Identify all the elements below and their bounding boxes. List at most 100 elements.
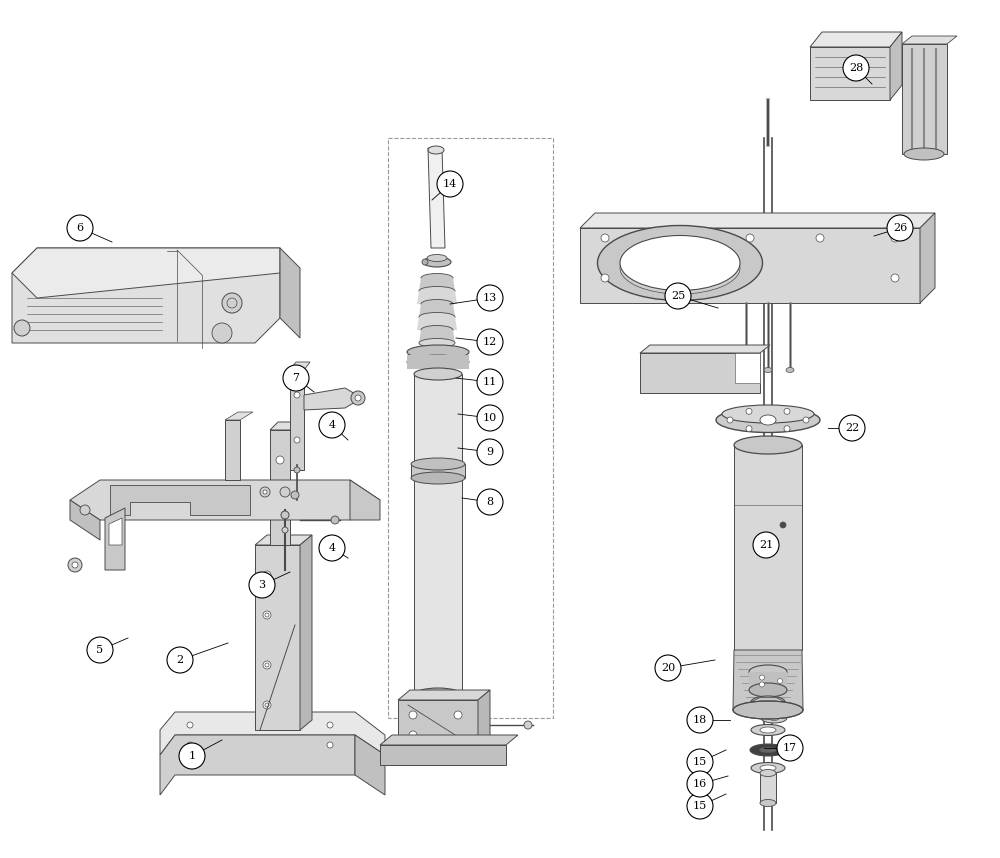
Circle shape xyxy=(665,283,691,309)
Circle shape xyxy=(780,522,786,528)
Ellipse shape xyxy=(751,696,785,708)
Polygon shape xyxy=(110,485,250,515)
Polygon shape xyxy=(109,518,122,545)
Ellipse shape xyxy=(620,235,740,291)
Circle shape xyxy=(687,707,713,733)
Polygon shape xyxy=(580,213,935,228)
Polygon shape xyxy=(160,735,355,795)
Circle shape xyxy=(891,274,899,282)
Polygon shape xyxy=(380,735,518,745)
Circle shape xyxy=(803,417,809,423)
Circle shape xyxy=(294,467,300,473)
Circle shape xyxy=(760,675,765,680)
Circle shape xyxy=(746,408,752,414)
Polygon shape xyxy=(902,36,957,44)
Circle shape xyxy=(68,558,82,572)
Circle shape xyxy=(816,234,824,242)
Ellipse shape xyxy=(760,415,776,425)
Ellipse shape xyxy=(598,226,763,300)
Polygon shape xyxy=(640,353,760,393)
Circle shape xyxy=(437,171,463,197)
Text: 2: 2 xyxy=(176,655,184,665)
Ellipse shape xyxy=(751,724,785,735)
Text: 18: 18 xyxy=(693,715,707,725)
Polygon shape xyxy=(902,44,947,154)
Circle shape xyxy=(187,722,193,728)
Circle shape xyxy=(777,735,803,761)
Text: 28: 28 xyxy=(849,63,863,73)
Ellipse shape xyxy=(419,339,455,347)
Ellipse shape xyxy=(427,255,447,262)
Text: 26: 26 xyxy=(893,223,907,233)
Circle shape xyxy=(760,682,765,687)
Polygon shape xyxy=(734,445,802,650)
Ellipse shape xyxy=(411,472,465,484)
Circle shape xyxy=(67,215,93,241)
Polygon shape xyxy=(280,248,300,338)
Circle shape xyxy=(280,487,290,497)
Circle shape xyxy=(331,516,339,524)
Text: 13: 13 xyxy=(483,293,497,303)
Circle shape xyxy=(655,655,681,681)
Text: 21: 21 xyxy=(759,540,773,550)
Polygon shape xyxy=(890,32,902,100)
Polygon shape xyxy=(225,412,253,420)
Text: 25: 25 xyxy=(671,291,685,301)
Ellipse shape xyxy=(407,345,469,359)
Polygon shape xyxy=(749,672,787,690)
Polygon shape xyxy=(255,545,300,730)
Polygon shape xyxy=(105,508,125,570)
Bar xyxy=(388,138,553,718)
Polygon shape xyxy=(419,330,455,343)
Circle shape xyxy=(212,323,232,343)
Text: 5: 5 xyxy=(96,645,104,655)
Circle shape xyxy=(784,408,790,414)
Polygon shape xyxy=(810,47,890,100)
Circle shape xyxy=(355,395,361,401)
Polygon shape xyxy=(398,700,478,745)
Text: 17: 17 xyxy=(783,743,797,753)
Circle shape xyxy=(477,489,503,515)
Ellipse shape xyxy=(421,274,453,282)
Polygon shape xyxy=(70,480,380,520)
Circle shape xyxy=(167,647,193,673)
Ellipse shape xyxy=(760,727,776,733)
Circle shape xyxy=(601,274,609,282)
Circle shape xyxy=(477,285,503,311)
Polygon shape xyxy=(12,248,280,298)
Polygon shape xyxy=(270,430,290,545)
Ellipse shape xyxy=(759,747,777,753)
Text: 12: 12 xyxy=(483,337,497,347)
Text: 4: 4 xyxy=(328,420,336,430)
Ellipse shape xyxy=(786,367,794,372)
Circle shape xyxy=(263,490,267,494)
Polygon shape xyxy=(414,374,462,695)
Ellipse shape xyxy=(722,405,814,423)
Circle shape xyxy=(87,637,113,663)
Circle shape xyxy=(687,793,713,819)
Polygon shape xyxy=(160,712,385,755)
Circle shape xyxy=(265,613,269,617)
Circle shape xyxy=(80,505,90,515)
Ellipse shape xyxy=(751,763,785,774)
Circle shape xyxy=(887,215,913,241)
Polygon shape xyxy=(290,362,310,370)
Ellipse shape xyxy=(414,368,462,380)
Polygon shape xyxy=(255,535,312,545)
Circle shape xyxy=(265,573,269,577)
Polygon shape xyxy=(411,464,465,478)
Circle shape xyxy=(265,703,269,707)
Polygon shape xyxy=(407,355,469,369)
Text: 1: 1 xyxy=(188,751,196,761)
Ellipse shape xyxy=(407,355,469,369)
Circle shape xyxy=(72,562,78,568)
Circle shape xyxy=(14,320,30,336)
Ellipse shape xyxy=(733,701,803,719)
Polygon shape xyxy=(735,353,760,383)
Polygon shape xyxy=(300,535,312,730)
Ellipse shape xyxy=(421,325,453,335)
Polygon shape xyxy=(12,248,280,343)
Ellipse shape xyxy=(749,683,787,697)
Polygon shape xyxy=(380,745,506,765)
Polygon shape xyxy=(270,422,298,430)
